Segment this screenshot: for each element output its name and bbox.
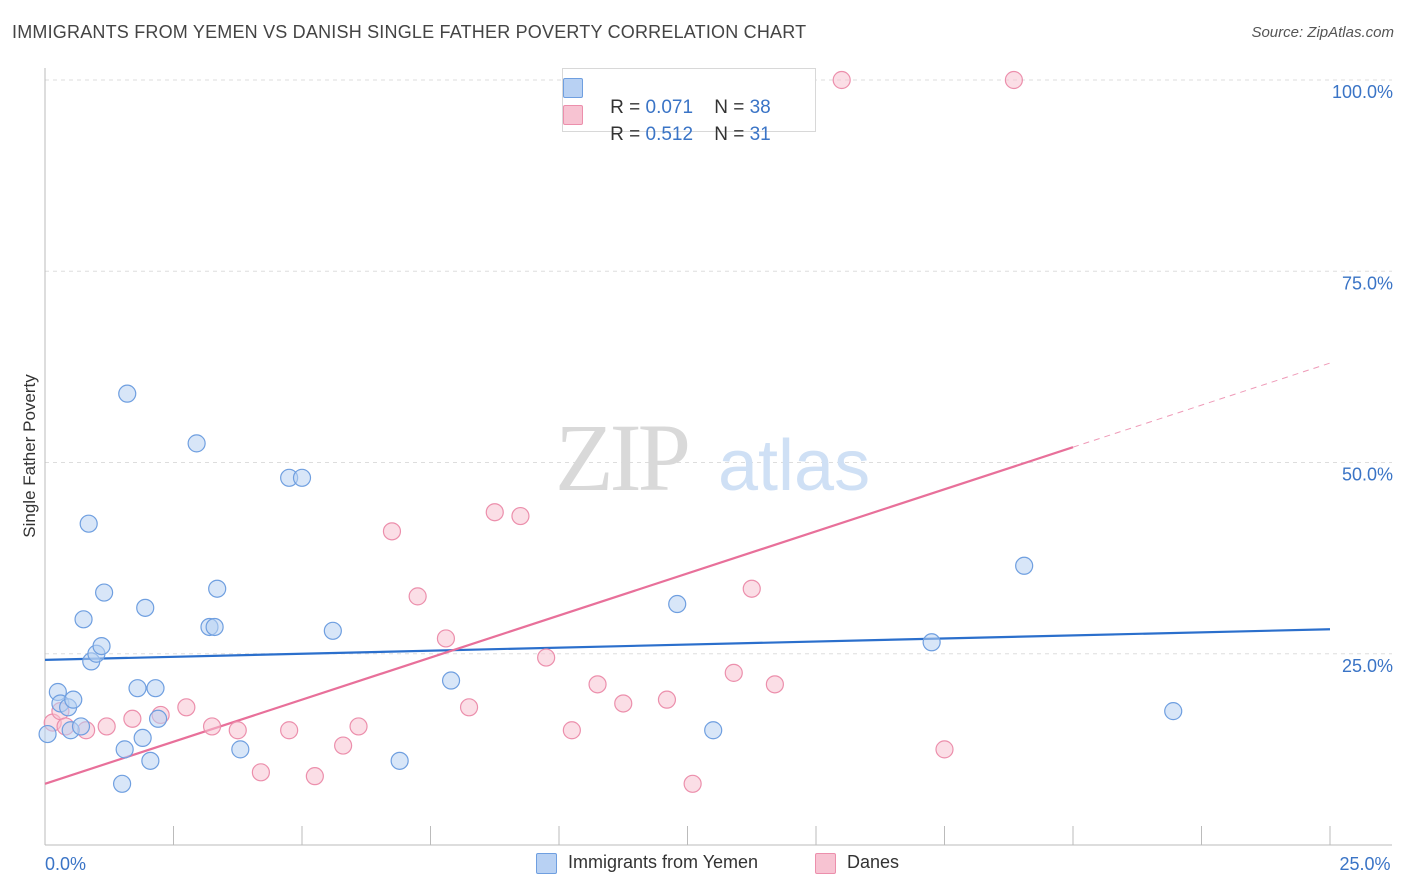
point-yemen: [112, 774, 132, 793]
legend-swatch-danes: [563, 105, 583, 125]
legend-r-label: R =: [610, 97, 641, 118]
point-yemen: [38, 724, 57, 744]
point-yemen: [74, 610, 93, 629]
x-tick-label: 25.0%: [1339, 854, 1390, 874]
point-danes: [251, 763, 270, 782]
legend-r-value-yemen: 0.071: [645, 97, 694, 118]
y-tick-label: 50.0%: [1342, 465, 1393, 485]
point-danes: [832, 70, 851, 90]
point-danes: [511, 506, 530, 526]
legend-row-yemen: R = 0.071 N = 38: [563, 75, 771, 141]
y-tick-label: 25.0%: [1342, 656, 1393, 676]
y-tick-label: 100.0%: [1332, 82, 1393, 102]
point-yemen: [231, 740, 250, 759]
point-danes: [436, 629, 456, 648]
point-danes: [408, 587, 427, 606]
point-yemen: [136, 598, 155, 617]
point-danes: [228, 721, 247, 740]
point-danes: [765, 675, 784, 694]
trend-lines: [44, 362, 1331, 785]
source-label: Source: ZipAtlas.com: [1251, 24, 1394, 41]
point-yemen: [118, 384, 137, 403]
point-danes: [742, 579, 761, 598]
point-yemen: [1015, 556, 1034, 575]
point-yemen: [922, 633, 941, 652]
trend-line-danes-extension: [1072, 362, 1331, 448]
point-yemen: [205, 617, 224, 637]
trend-line-yemen: [44, 628, 1331, 661]
chart-title: IMMIGRANTS FROM YEMEN VS DANISH SINGLE F…: [12, 22, 807, 42]
data-points: [38, 70, 1183, 793]
point-yemen: [128, 679, 147, 698]
legend-n-label: N =: [714, 97, 745, 118]
point-danes: [935, 740, 954, 759]
point-yemen: [79, 514, 98, 533]
bottom-legend-danes: Danes: [815, 852, 900, 874]
point-yemen: [64, 690, 83, 709]
point-danes: [382, 522, 402, 541]
point-yemen: [1164, 702, 1183, 721]
point-danes: [485, 503, 504, 522]
point-danes: [280, 721, 299, 740]
point-danes: [349, 717, 368, 736]
point-yemen: [208, 579, 227, 598]
point-danes: [657, 690, 677, 709]
point-yemen: [115, 740, 134, 759]
tick-labels: 25.0% 50.0% 75.0% 100.0% 0.0% 25.0%: [45, 82, 1393, 874]
point-danes: [202, 717, 222, 736]
point-danes: [459, 698, 479, 717]
point-danes: [614, 694, 633, 713]
watermark: ZIP atlas: [555, 404, 870, 511]
bottom-legend-swatch-yemen: [536, 853, 557, 874]
point-danes: [588, 675, 607, 694]
bottom-legend-swatch-danes: [815, 853, 836, 874]
point-yemen: [141, 751, 160, 770]
point-danes: [334, 736, 353, 755]
x-tick-label: 0.0%: [45, 854, 86, 874]
bottom-legend-label-yemen: Immigrants from Yemen: [568, 852, 759, 872]
point-danes: [1004, 70, 1023, 90]
point-yemen: [323, 621, 342, 640]
point-yemen: [441, 671, 461, 690]
bottom-legend-yemen: Immigrants from Yemen: [536, 852, 759, 874]
point-yemen: [187, 434, 206, 453]
legend-r-value-danes: 0.512: [645, 124, 694, 145]
point-danes: [724, 663, 743, 682]
point-yemen: [146, 679, 165, 698]
point-yemen: [704, 721, 723, 740]
point-danes: [97, 717, 116, 736]
point-yemen: [390, 751, 409, 770]
point-danes: [123, 709, 142, 728]
legend-row-danes: R = 0.512 N = 31: [563, 102, 771, 168]
point-danes: [305, 767, 324, 786]
legend-r-label: R =: [610, 124, 641, 145]
point-yemen: [71, 717, 91, 736]
point-yemen: [133, 728, 152, 748]
y-axis-label: Single Father Poverty: [20, 374, 39, 538]
point-yemen: [292, 468, 312, 487]
legend-n-label: N =: [714, 124, 745, 145]
point-yemen: [148, 709, 168, 728]
point-danes: [683, 774, 702, 793]
legend-n-value-danes: 31: [749, 124, 771, 145]
point-danes: [562, 721, 581, 740]
point-danes: [177, 698, 196, 717]
legend-n-value-yemen: 38: [749, 97, 771, 118]
axes: [44, 68, 1392, 846]
y-tick-label: 75.0%: [1342, 273, 1393, 293]
point-yemen: [668, 594, 687, 614]
watermark-atlas: atlas: [718, 426, 870, 506]
legend: R = 0.071 N = 38 R = 0.512 N = 31: [562, 68, 816, 145]
point-yemen: [92, 636, 111, 656]
legend-swatch-yemen: [563, 78, 583, 98]
point-yemen: [95, 583, 114, 602]
bottom-legend-label-danes: Danes: [847, 852, 900, 872]
point-danes: [537, 648, 556, 667]
watermark-zip: ZIP: [555, 404, 688, 511]
